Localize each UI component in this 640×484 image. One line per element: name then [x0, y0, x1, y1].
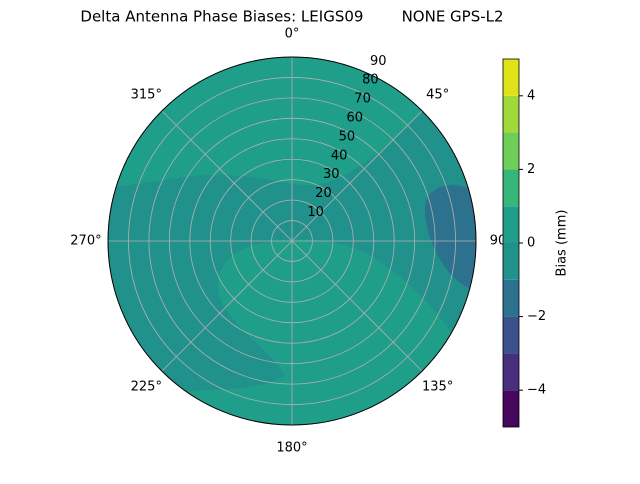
r-tick-label: 40: [331, 148, 348, 163]
theta-tick-label: 225°: [131, 380, 162, 395]
theta-tick-label: 45°: [426, 87, 449, 102]
colorbar-segment: [503, 243, 519, 280]
colorbar-segment: [503, 132, 519, 170]
theta-tick-label: 270°: [70, 234, 101, 249]
r-tick-label: 60: [346, 110, 363, 125]
r-tick-label: 20: [315, 186, 332, 201]
theta-tick-label: 0°: [285, 27, 300, 42]
grid-spoke: [291, 110, 423, 242]
colorbar-segment: [503, 169, 519, 207]
r-tick-label: 10: [307, 205, 324, 220]
polar-frame: [107, 56, 477, 426]
colorbar-segment: [503, 279, 519, 317]
grid-spoke: [291, 240, 423, 372]
colorbar-segment: [503, 95, 519, 133]
colorbar-segment: [503, 390, 519, 427]
colorbar-tick-label: 2: [527, 162, 535, 177]
r-tick-label: 90: [370, 54, 387, 69]
overlay: 1020304050607080900°45°90135°180°225°270…: [70, 27, 569, 456]
r-tick-label: 50: [339, 129, 356, 144]
colorbar-tick-label: 4: [527, 88, 535, 103]
grid-spoke: [161, 240, 293, 372]
colorbar-tick-label: −2: [527, 309, 546, 324]
theta-tick-label: 315°: [131, 87, 162, 102]
chart-title: Delta Antenna Phase Biases: LEIGS09 NONE…: [80, 8, 503, 26]
theta-tick-label: 135°: [422, 380, 453, 395]
r-tick-label: 30: [323, 167, 340, 182]
colorbar-segment: [503, 316, 519, 354]
colorbar-segment: [503, 353, 519, 391]
contour-region: [424, 185, 476, 291]
colorbar-segment: [503, 59, 519, 96]
colorbar-segment: [503, 206, 519, 243]
colorbar-tick-label: −4: [527, 383, 546, 398]
colorbar-tick-label: 0: [527, 236, 535, 251]
colorbar-label: Bias (mm): [555, 210, 570, 277]
r-tick-label: 80: [362, 73, 379, 88]
theta-tick-label: 180°: [276, 440, 307, 455]
r-tick-label: 70: [354, 92, 371, 107]
grid-spoke: [161, 110, 293, 242]
theta-tick-label: 90: [490, 234, 507, 249]
